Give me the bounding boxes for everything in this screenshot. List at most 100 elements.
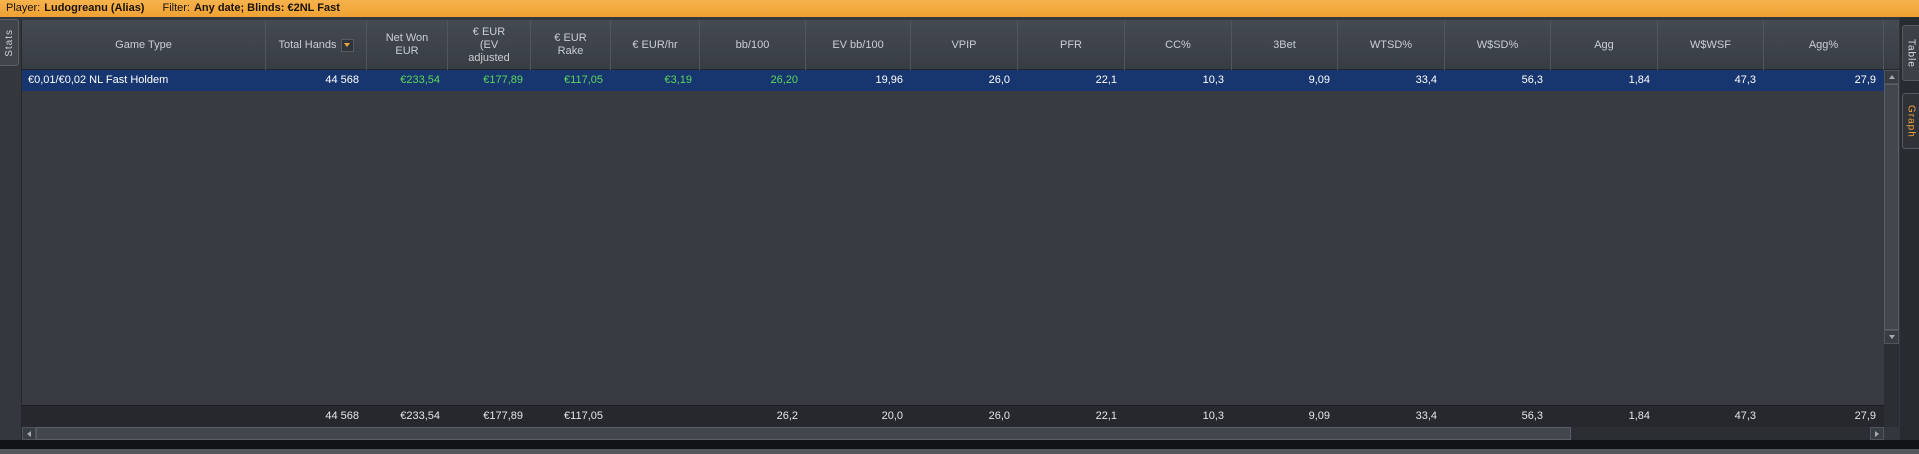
column-header-net-won-eur[interactable]: Net Won EUR: [367, 20, 448, 70]
scroll-right-button[interactable]: [1870, 427, 1884, 440]
stat-cell-pfr: 22,1: [1095, 74, 1117, 86]
tab-stats[interactable]: Stats: [0, 19, 19, 66]
sort-dropdown-icon[interactable]: [340, 38, 354, 52]
stat-cell-total-hands: 44 568: [325, 74, 359, 86]
column-header-eur-ev-adjusted[interactable]: € EUR (EV adjusted: [448, 20, 531, 70]
filter-value: Any date; Blinds: €2NL Fast: [193, 2, 340, 14]
column-header-label: WTSD%: [1369, 38, 1413, 51]
summary-cell-agg: 27,9: [1854, 410, 1876, 422]
stat-cell-ev-bb-100: 19,96: [875, 74, 903, 86]
stat-cell-w-sd: 56,3: [1521, 74, 1543, 86]
vertical-scrollbar: [1884, 20, 1899, 427]
column-header-agg[interactable]: Agg%: [1764, 20, 1884, 70]
stat-cell-eur-rake: €117,05: [564, 74, 603, 86]
column-header-agg[interactable]: Agg: [1551, 20, 1658, 70]
column-header-label: 3Bet: [1273, 38, 1296, 51]
column-header-pfr[interactable]: PFR: [1018, 20, 1125, 70]
tab-graph-label: Graph: [1905, 104, 1917, 138]
scrollbar-header-corner: [1884, 20, 1899, 70]
stat-cell-vpip: 26,0: [988, 74, 1010, 86]
column-header-game-type[interactable]: Game Type: [22, 20, 266, 70]
column-header-label: EV bb/100: [832, 38, 884, 51]
column-header-label: bb/100: [735, 38, 770, 51]
grid-header-row: Game Type Total Hands Net Won EUR € EUR (EV…: [22, 20, 1884, 70]
horizontal-scrollbar: [22, 427, 1884, 440]
player-filter-bar: Player: Ludogreanu (Alias) Filter: Any date…: [0, 0, 1919, 17]
column-header-label: € EUR (EV adjusted: [468, 25, 510, 64]
summary-cell-w-sd: 56,3: [1521, 410, 1543, 422]
summary-cell-ev-bb-100: 20,0: [881, 410, 903, 422]
up-arrow-icon: [1888, 75, 1895, 79]
stat-cell-cc: 10,3: [1202, 74, 1224, 86]
summary-cell-cc: 10,3: [1202, 410, 1224, 422]
column-header-ev-bb-100[interactable]: EV bb/100: [806, 20, 911, 70]
vertical-scrollbar-thumb[interactable]: [1884, 84, 1899, 330]
stat-cell-w-wsf: 47,3: [1734, 74, 1756, 86]
column-header-label: W$SD%: [1476, 38, 1519, 51]
column-header-vpip[interactable]: VPIP: [911, 20, 1018, 70]
column-header-wtsd[interactable]: WTSD%: [1338, 20, 1445, 70]
column-header-label: VPIP: [951, 38, 977, 51]
stats-grid: Game Type Total Hands Net Won EUR € EUR (EV…: [22, 20, 1884, 440]
column-header-total-hands[interactable]: Total Hands: [266, 20, 367, 70]
summary-cell-total-hands: 44 568: [325, 410, 359, 422]
down-arrow-icon: [1888, 335, 1895, 339]
column-header-eur-rake[interactable]: € EUR Rake: [531, 20, 611, 70]
summary-cell-agg: 1,84: [1628, 410, 1650, 422]
summary-cell-pfr: 22,1: [1095, 410, 1117, 422]
column-header-label: Agg: [1594, 38, 1614, 51]
column-header-label: € EUR/hr: [632, 38, 678, 51]
column-header-bb-100[interactable]: bb/100: [700, 20, 806, 70]
filter-label: Filter:: [162, 2, 190, 14]
player-value: Ludogreanu (Alias): [44, 2, 145, 14]
bottom-dark-strip: [0, 440, 1919, 449]
column-header-cc[interactable]: CC%: [1125, 20, 1232, 70]
column-header-eur-hr[interactable]: € EUR/hr: [611, 20, 700, 70]
column-header-label: € EUR Rake: [554, 32, 587, 57]
stat-cell-eur-hr: €3,19: [664, 74, 692, 86]
summary-cell-eur-hr: [611, 406, 700, 427]
horizontal-scrollbar-thumb[interactable]: [36, 427, 1571, 440]
column-header-label: CC%: [1165, 38, 1191, 51]
left-arrow-icon: [27, 430, 31, 437]
stat-cell-agg: 1,84: [1628, 74, 1650, 86]
stat-cell-agg: 27,9: [1854, 74, 1876, 86]
summary-cell-3bet: 9,09: [1308, 410, 1330, 422]
column-header-label: Agg%: [1808, 38, 1839, 51]
tab-graph[interactable]: Graph: [1902, 93, 1919, 149]
stat-cell-3bet: 9,09: [1308, 74, 1330, 86]
chevron-down-icon: [344, 43, 351, 47]
scroll-left-button[interactable]: [22, 427, 36, 440]
bottom-gray-strip: [0, 449, 1919, 454]
stat-cell-wtsd: 33,4: [1415, 74, 1437, 86]
summary-cell-eur-rake: €117,05: [564, 410, 603, 422]
column-header-label: PFR: [1060, 38, 1082, 51]
player-label: Player:: [6, 2, 41, 14]
summary-cell-net-won-eur: €233,54: [400, 410, 440, 422]
stat-cell-net-won-eur: €233,54: [400, 74, 440, 86]
game-type-cell: €0,01/€0,02 NL Fast Holdem: [28, 74, 169, 86]
right-tab-strip: Table Graph: [1900, 17, 1919, 440]
stats-row-selected[interactable]: €0,01/€0,02 NL Fast Holdem 44 568 €233,54 €…: [22, 70, 1884, 91]
summary-cell-vpip: 26,0: [988, 410, 1010, 422]
column-header-w-sd[interactable]: W$SD%: [1445, 20, 1551, 70]
column-header-label: Total Hands: [278, 38, 337, 51]
scroll-down-button[interactable]: [1884, 330, 1899, 344]
scrollbar-corner: [1884, 427, 1899, 440]
tab-stats-label: Stats: [3, 28, 15, 57]
column-header-w-wsf[interactable]: W$WSF: [1658, 20, 1764, 70]
horizontal-scrollbar-track[interactable]: [1571, 427, 1870, 440]
column-header-label: Net Won EUR: [385, 32, 429, 57]
summary-row: 44 568 €233,54 €177,89 €117,05 26,2 20,0 26,0 2…: [22, 405, 1884, 428]
right-arrow-icon: [1875, 430, 1879, 437]
summary-cell-w-wsf: 47,3: [1734, 410, 1756, 422]
column-header-3bet[interactable]: 3Bet: [1232, 20, 1338, 70]
summary-cell-eur-ev-adjusted: €177,89: [483, 410, 523, 422]
column-header-label: Game Type: [115, 38, 172, 51]
summary-cell-game-type: [22, 406, 266, 427]
scroll-up-button[interactable]: [1884, 70, 1899, 84]
summary-cell-wtsd: 33,4: [1415, 410, 1437, 422]
tab-table[interactable]: Table: [1902, 25, 1919, 81]
stat-cell-eur-ev-adjusted: €177,89: [483, 74, 523, 86]
